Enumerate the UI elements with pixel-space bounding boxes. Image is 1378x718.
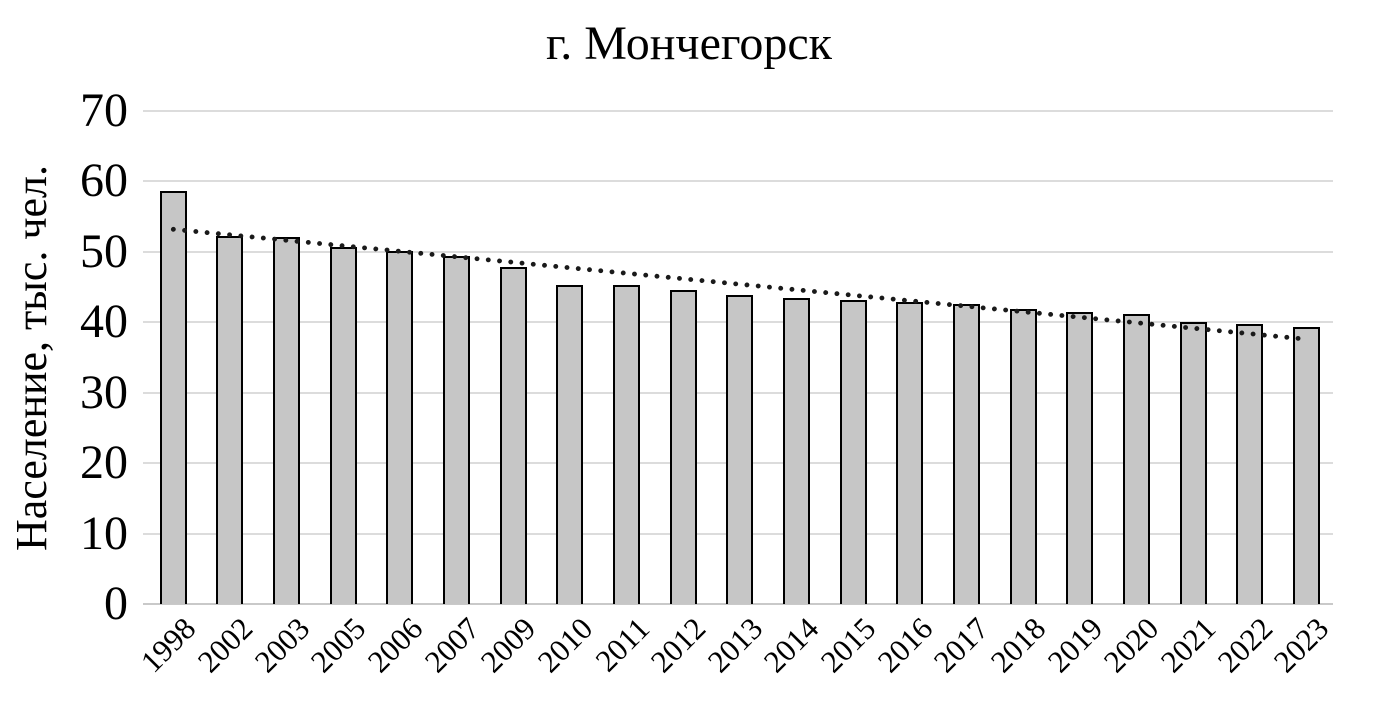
x-tick-label-2006: 2006 <box>360 610 430 680</box>
bar-2021 <box>1179 321 1207 604</box>
bar-2015 <box>839 299 867 604</box>
x-tick-label-2010: 2010 <box>530 610 600 680</box>
x-tick-label-2019: 2019 <box>1040 610 1110 680</box>
y-tick-label-40: 40 <box>80 295 128 349</box>
bar-2014 <box>782 297 810 604</box>
x-tick-label-2005: 2005 <box>303 610 373 680</box>
x-tick-label-2018: 2018 <box>983 610 1053 680</box>
x-tick-label-2002: 2002 <box>190 610 260 680</box>
bar-2017 <box>952 303 980 604</box>
x-tick-label-2016: 2016 <box>870 610 940 680</box>
gridline-60 <box>143 180 1333 183</box>
x-tick-label-1998: 1998 <box>134 610 203 680</box>
x-tick-label-2014: 2014 <box>757 610 826 680</box>
bar-2011 <box>613 284 640 604</box>
x-tick-label-2021: 2021 <box>1153 610 1223 680</box>
y-tick-label-50: 50 <box>80 224 128 278</box>
x-tick-label-2020: 2020 <box>1097 610 1166 680</box>
x-tick-label-2023: 2023 <box>1267 610 1336 680</box>
x-tick-label-2022: 2022 <box>1210 610 1279 680</box>
bar-2005 <box>329 246 357 604</box>
bar-2002 <box>216 235 244 604</box>
x-tick-label-2003: 2003 <box>247 610 316 680</box>
bar-1998 <box>159 191 187 604</box>
x-tick-label-2007: 2007 <box>417 610 486 680</box>
y-tick-label-70: 70 <box>80 83 128 137</box>
bar-2003 <box>273 237 301 604</box>
bar-2022 <box>1236 323 1264 604</box>
x-tick-label-2011: 2011 <box>588 610 656 679</box>
x-tick-label-2009: 2009 <box>473 610 543 680</box>
gridline-70 <box>143 109 1333 112</box>
bar-2019 <box>1066 311 1094 604</box>
x-tick-label-2013: 2013 <box>700 610 770 680</box>
y-tick-label-60: 60 <box>80 154 128 208</box>
y-tick-label-0: 0 <box>104 577 128 630</box>
bar-2012 <box>669 289 697 604</box>
bar-2010 <box>556 284 584 604</box>
bar-2023 <box>1292 326 1320 604</box>
x-tick-label-2012: 2012 <box>643 610 713 680</box>
x-tick-label-2017: 2017 <box>927 610 996 680</box>
x-tick-label-2015: 2015 <box>813 610 883 680</box>
y-tick-label-10: 10 <box>80 506 128 560</box>
bar-2007 <box>443 256 471 604</box>
bar-2006 <box>386 251 414 604</box>
y-tick-label-30: 30 <box>80 365 128 419</box>
bar-2009 <box>499 266 527 604</box>
x-axis-line <box>143 603 1333 605</box>
y-tick-label-20: 20 <box>80 436 128 490</box>
chart-title: г. Мончегорск <box>545 17 832 70</box>
bar-2018 <box>1009 308 1037 604</box>
bar-2013 <box>726 294 754 604</box>
gridline-50 <box>143 250 1333 253</box>
bar-2016 <box>896 301 924 604</box>
bar-2020 <box>1122 313 1150 604</box>
